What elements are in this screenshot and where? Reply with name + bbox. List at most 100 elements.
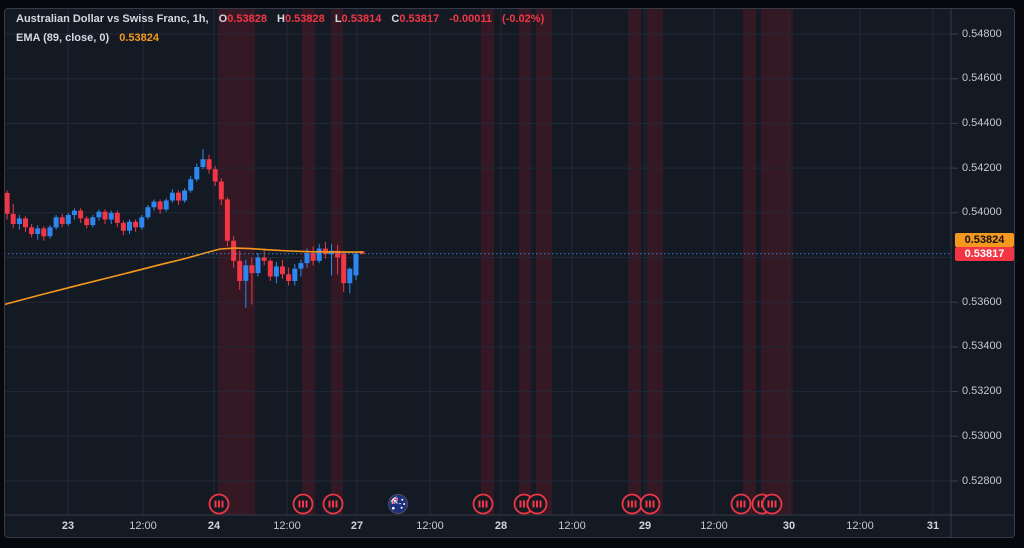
candle-body [163,200,169,210]
session-break-icon[interactable] [639,493,661,515]
candle-body [292,268,298,281]
chart-widget: Australian Dollar vs Swiss Franc, 1h, O0… [4,8,1015,538]
candle-body [176,192,181,201]
candle-body [151,201,157,208]
ema-badge-text: 0.53824 [964,233,1005,246]
session-break-icon[interactable] [761,493,783,515]
candle-body [53,217,59,228]
session-break-icon[interactable] [730,493,752,515]
candle-body [16,218,22,224]
candle-body [84,218,90,226]
session-band [218,9,255,515]
candle-body [231,240,237,261]
last-price-badge-text: 0.53817 [964,247,1005,260]
session-band [761,9,793,515]
session-break-icon[interactable] [526,493,548,515]
session-break-icon[interactable] [472,493,494,515]
session-band [743,9,756,515]
session-band [331,9,343,515]
candlestick-plot[interactable] [4,8,1015,538]
candle-body [5,192,10,214]
candle-body [102,211,108,220]
candle-body [120,222,126,231]
session-break-icon[interactable] [322,493,344,515]
australia-flag-icon[interactable] [387,493,409,515]
candle-body [10,213,16,224]
session-band [628,9,641,515]
symbol-title: Australian Dollar vs Swiss Franc, 1h, [16,13,209,25]
ema-value: 0.53824 [119,32,159,44]
ema-value-badge: 0.53824 [955,232,1014,247]
last-price-badge: 0.53817 [955,246,1014,261]
candle-body [237,260,243,281]
candle-body [261,257,267,261]
candle-body [194,167,200,180]
candle-body [47,227,53,237]
candle-body [157,201,163,210]
candle-body [78,210,84,219]
candle-body [139,217,145,228]
candle-body [224,199,230,241]
candle-body [182,190,188,201]
candle-body [29,227,35,234]
change-percent: (-0.02%) [502,13,545,25]
candle-body [335,250,341,258]
candle-body [145,207,151,218]
candle-body [108,212,114,220]
candle-body [316,248,322,261]
candle-body [298,263,304,269]
session-band [519,9,531,515]
candle-body [267,260,273,277]
candle-body [212,169,218,182]
ema-line [5,247,363,306]
candle-body [127,221,132,231]
candle-body [65,215,71,224]
candle-body [71,210,77,216]
candle-body [286,274,292,281]
candle-body [114,212,120,223]
change-value: -0.00011 [449,13,492,25]
candle-body [59,217,65,224]
session-band [481,9,494,515]
ohlc-open-value: 0.53828 [227,13,267,25]
candle-body [353,253,359,276]
candle-body [188,179,194,191]
candle-body [169,192,175,201]
candle-body [249,265,255,274]
ohlc-open-label: O [218,13,228,25]
candle-body [23,218,28,228]
candle-body [310,253,316,261]
candle-body [35,228,41,234]
event-icons-row [5,9,1014,537]
ohlc-close-label: C [391,13,400,25]
candle-body [243,265,249,281]
ohlc-close-value: 0.53817 [399,13,440,25]
ohlc-high-value: 0.53828 [284,13,325,25]
candle-body [90,217,96,226]
session-band [647,9,663,515]
candle-body [133,221,139,228]
candle-body [273,266,279,277]
ohlc-high-label: H [277,13,285,25]
session-band [536,9,552,515]
candle-body [96,211,102,218]
candle-body [255,257,261,274]
ohlc-low-value: 0.53814 [341,13,382,25]
legend-row-ema: EMA (89, close, 0) 0.53824 [16,29,544,48]
session-break-icon[interactable] [292,493,314,515]
legend-row-symbol: Australian Dollar vs Swiss Franc, 1h, O0… [16,10,544,29]
candle-body [280,266,285,275]
candle-body [304,253,310,264]
candle-body [200,159,206,167]
candle-body [341,253,347,284]
chart-inner: Australian Dollar vs Swiss Franc, 1h, O0… [4,8,1015,538]
candle-body [206,159,212,170]
candle-body [347,268,353,284]
chart-legend[interactable]: Australian Dollar vs Swiss Franc, 1h, O0… [16,10,544,48]
candle-body [41,228,47,237]
session-break-icon[interactable] [208,493,230,515]
candle-body [218,181,224,200]
ohlc-low-label: L [334,13,342,25]
ema-label: EMA (89, close, 0) [16,32,110,44]
